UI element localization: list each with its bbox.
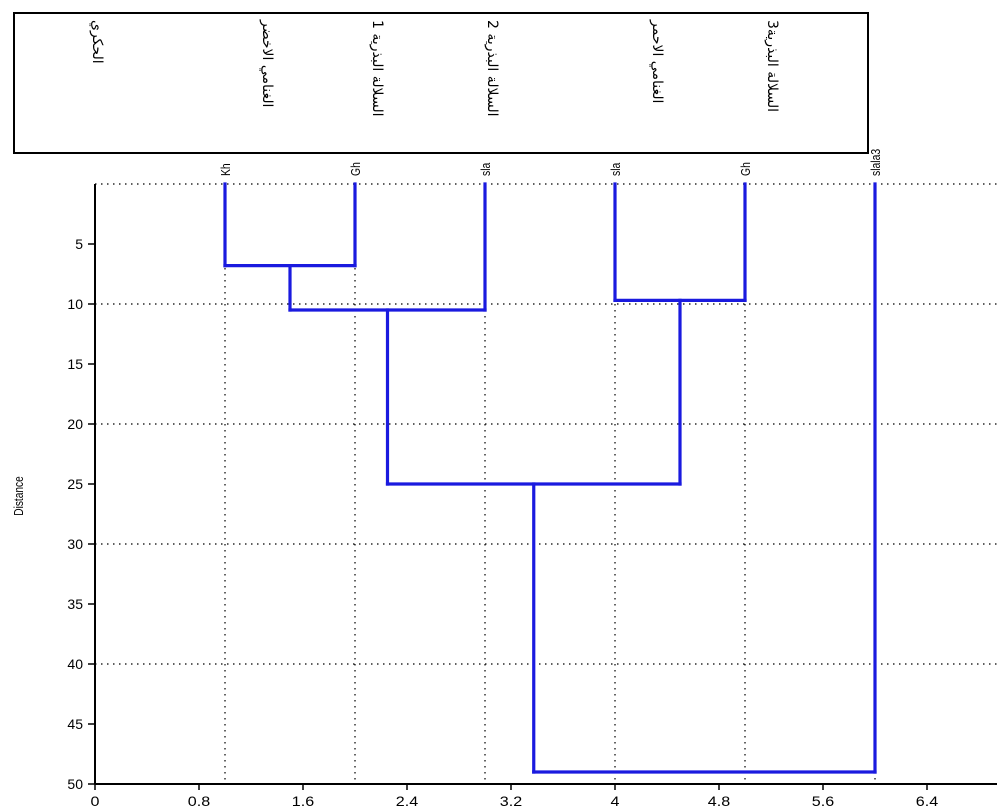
x-axis-ticks: 0 0.8 1.6 2.4 3.2 4 4.8 5.6 6.4 bbox=[91, 784, 938, 807]
x-tick-label: 4 bbox=[611, 794, 620, 807]
x-tick-label: 3.2 bbox=[500, 794, 522, 807]
leaf-label: Gh bbox=[349, 162, 363, 176]
legend-label-3: السلالة البذرية 1 bbox=[369, 20, 385, 117]
y-tick-label: 50 bbox=[67, 776, 83, 792]
legend-label-1: الحكري bbox=[89, 20, 105, 64]
y-tick-label: 30 bbox=[67, 536, 83, 552]
leaf-label: Kh bbox=[219, 163, 233, 176]
y-tick-label: 20 bbox=[67, 416, 83, 432]
x-tick-label: 4.8 bbox=[708, 794, 730, 807]
legend-label-2: الغنامي الاخضر bbox=[259, 20, 275, 108]
leaf-label: slala3 bbox=[869, 148, 883, 176]
x-tick-label: 5.6 bbox=[812, 794, 834, 807]
leaf-labels: Kh Gh sla sla Gh slala3 bbox=[219, 148, 883, 176]
y-axis-ticks: 5 10 15 20 25 30 35 40 45 50 bbox=[67, 236, 95, 792]
leaf-label: sla bbox=[609, 162, 623, 176]
y-tick-label: 25 bbox=[67, 476, 83, 492]
x-tick-label: 2.4 bbox=[396, 794, 418, 807]
legend-label-5: الغنامي الاحمر bbox=[649, 20, 665, 104]
leaf-label: Gh bbox=[739, 162, 753, 176]
y-tick-label: 5 bbox=[75, 236, 83, 252]
y-tick-label: 45 bbox=[67, 716, 83, 732]
y-tick-label: 35 bbox=[67, 596, 83, 612]
leaf-label: sla bbox=[479, 162, 493, 176]
x-tick-label: 0.8 bbox=[188, 794, 210, 807]
y-tick-label: 10 bbox=[67, 296, 83, 312]
legend-box: الحكري الغنامي الاخضر السلالة البذرية 1 … bbox=[13, 12, 869, 154]
legend-label-4: السلالة البذرية 2 bbox=[484, 20, 500, 117]
y-axis-title: Distance bbox=[12, 476, 26, 515]
x-tick-label: 6.4 bbox=[916, 794, 938, 807]
y-tick-label: 15 bbox=[67, 356, 83, 372]
x-tick-label: 1.6 bbox=[292, 794, 314, 807]
legend-label-6: السلالة البذرية3 bbox=[764, 20, 780, 113]
y-tick-label: 40 bbox=[67, 656, 83, 672]
dendrogram-tree bbox=[223, 182, 877, 774]
x-tick-label: 0 bbox=[91, 794, 100, 807]
